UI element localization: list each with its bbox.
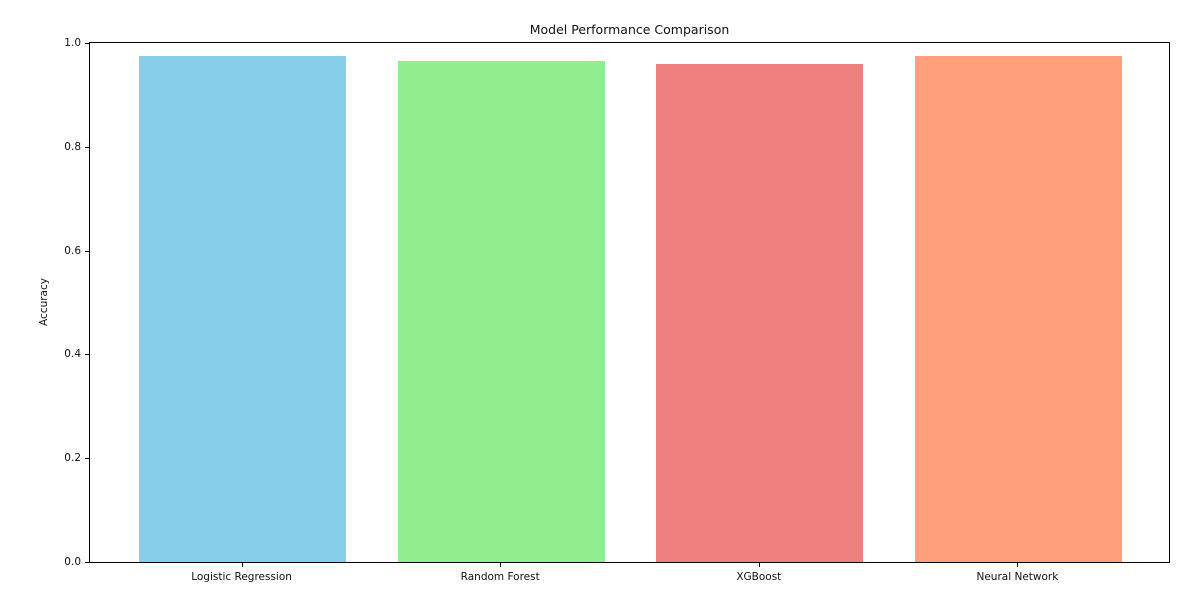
y-tick-label: 1.0 [64, 37, 81, 49]
x-tick-label: Random Forest [460, 571, 540, 583]
y-tick-mark [85, 250, 89, 252]
x-tick-mark [241, 563, 243, 567]
x-tick-mark [500, 563, 502, 567]
y-tick-mark [85, 458, 89, 460]
x-tick-mark [758, 563, 760, 567]
x-tick-mark [1017, 563, 1019, 567]
chart-title: Model Performance Comparison [529, 22, 730, 37]
x-tick-label: Neural Network [976, 571, 1059, 583]
x-tick-label: XGBoost [736, 571, 782, 583]
y-tick-mark [85, 354, 89, 356]
y-tick-label: 0.0 [64, 556, 81, 568]
bar-xgboost [656, 63, 864, 562]
y-tick-mark [85, 562, 89, 563]
y-tick-mark [85, 43, 89, 44]
y-tick-label: 0.2 [64, 452, 81, 465]
bar-neural-network [914, 55, 1122, 562]
bar-logistic-regression [139, 55, 346, 562]
y-axis-label: Accuracy [38, 278, 50, 326]
y-tick-label: 0.4 [64, 348, 81, 361]
y-tick-mark [85, 146, 89, 148]
y-tick-label: 0.8 [64, 140, 81, 153]
x-tick-label: Logistic Regression [191, 571, 292, 583]
bar-random-forest [397, 60, 605, 562]
plot-area [89, 42, 1170, 563]
y-tick-label: 0.6 [64, 244, 81, 257]
